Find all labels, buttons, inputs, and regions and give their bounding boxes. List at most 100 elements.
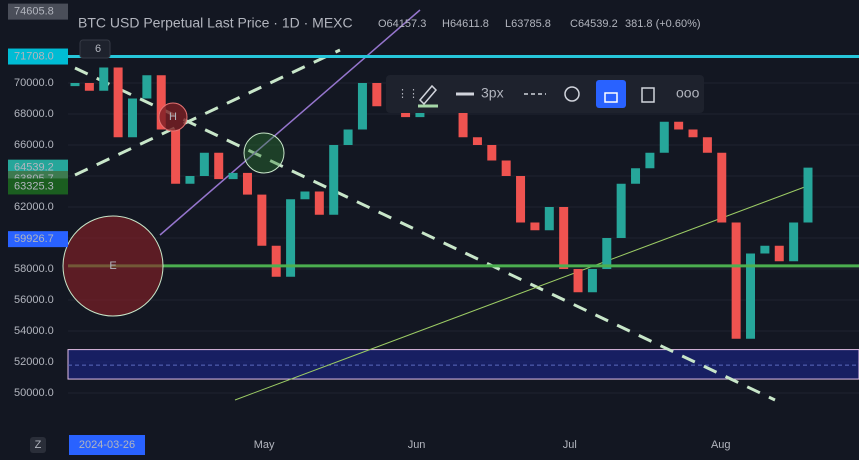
y-tick-label: 58000.0 bbox=[14, 263, 54, 275]
candle bbox=[544, 207, 554, 231]
zone bbox=[67, 349, 859, 380]
candle bbox=[587, 269, 597, 293]
tz-button[interactable] bbox=[30, 437, 46, 453]
candle bbox=[228, 172, 238, 180]
candle bbox=[760, 245, 770, 254]
candle bbox=[746, 253, 756, 339]
lock-button[interactable] bbox=[596, 80, 626, 108]
x-tick-label: Jul bbox=[563, 439, 577, 451]
price-label-bg bbox=[8, 231, 68, 248]
candle bbox=[314, 191, 324, 215]
marker-label: H bbox=[169, 111, 177, 123]
price-label: 71708.0 bbox=[14, 50, 54, 62]
candle bbox=[84, 83, 94, 91]
marker bbox=[243, 132, 285, 174]
candle bbox=[702, 137, 712, 153]
candle bbox=[602, 238, 612, 270]
candle bbox=[171, 129, 181, 184]
trash-icon[interactable] bbox=[641, 87, 655, 103]
candle bbox=[257, 194, 267, 246]
candle bbox=[645, 152, 655, 169]
ohlc-low: L63785.8 bbox=[505, 18, 551, 30]
candle bbox=[372, 83, 382, 107]
candle bbox=[458, 90, 468, 138]
y-tick-label: 54000.0 bbox=[14, 325, 54, 337]
drawing-toolbar: ⋮⋮ 3px ooo bbox=[386, 75, 704, 113]
candle bbox=[616, 183, 626, 239]
lock-icon bbox=[604, 92, 618, 103]
indicator-badge[interactable] bbox=[79, 39, 111, 59]
candle bbox=[501, 160, 511, 177]
candle bbox=[70, 83, 80, 87]
price-label: 74605.8 bbox=[14, 6, 54, 18]
candle bbox=[242, 172, 252, 195]
candle bbox=[185, 176, 195, 184]
y-tick-label: 52000.0 bbox=[14, 356, 54, 368]
channel-line bbox=[159, 9, 421, 236]
ohlc-close: C64539.2 bbox=[570, 18, 618, 30]
candle bbox=[530, 222, 540, 231]
candle bbox=[329, 145, 339, 215]
price-label: 63325.3 bbox=[14, 180, 54, 192]
candle bbox=[286, 199, 296, 277]
candle bbox=[674, 121, 684, 130]
settings-icon[interactable] bbox=[564, 86, 580, 102]
candle bbox=[357, 83, 367, 130]
more-icon[interactable]: ooo bbox=[676, 85, 700, 101]
candle bbox=[127, 98, 137, 138]
marker bbox=[158, 102, 188, 132]
price-label-bg bbox=[8, 178, 68, 195]
candle bbox=[631, 168, 641, 184]
price-label: 59926.7 bbox=[14, 233, 54, 245]
ohlc-change: 381.8 (+0.60%) bbox=[625, 18, 701, 30]
marker-label: E bbox=[109, 260, 116, 272]
candle bbox=[99, 67, 109, 91]
candle bbox=[271, 245, 281, 277]
plot: HE bbox=[62, 9, 859, 402]
pencil-icon[interactable] bbox=[418, 84, 438, 106]
candle bbox=[199, 152, 209, 177]
y-tick-label: 56000.0 bbox=[14, 294, 54, 306]
candle bbox=[516, 176, 526, 223]
y-tick-label: 70000.0 bbox=[14, 77, 54, 89]
candle bbox=[659, 121, 669, 153]
marker bbox=[62, 215, 164, 317]
candle bbox=[789, 222, 799, 262]
y-tick-label: 66000.0 bbox=[14, 139, 54, 151]
fan-line bbox=[234, 184, 811, 401]
candle bbox=[717, 152, 727, 223]
candle bbox=[343, 129, 353, 146]
candle bbox=[214, 152, 224, 180]
line-width[interactable]: 3px bbox=[481, 85, 504, 101]
drag-handle[interactable]: ⋮⋮ bbox=[397, 88, 419, 100]
candle bbox=[559, 207, 569, 270]
candle bbox=[472, 137, 482, 146]
candle bbox=[803, 167, 813, 223]
candle bbox=[573, 269, 583, 293]
candle bbox=[774, 245, 784, 262]
indicator-count: 6 bbox=[95, 43, 101, 55]
y-tick-label: 50000.0 bbox=[14, 387, 54, 399]
x-tick-label: May bbox=[254, 439, 275, 451]
y-tick-label: 62000.0 bbox=[14, 201, 54, 213]
candle bbox=[688, 129, 698, 138]
price-label-bg bbox=[8, 3, 68, 20]
trend-line bbox=[74, 48, 341, 177]
candle bbox=[487, 145, 497, 161]
candle bbox=[142, 75, 152, 99]
price-label-bg bbox=[8, 48, 68, 65]
ohlc-high: H64611.8 bbox=[442, 18, 489, 30]
ohlc-open: O64157.3 bbox=[378, 18, 426, 30]
price-label: 64539.2 bbox=[14, 162, 54, 174]
tz-label: Z bbox=[35, 439, 42, 451]
candle bbox=[113, 67, 123, 138]
x-tick-label: Aug bbox=[711, 439, 731, 451]
x-tick-label: Jun bbox=[408, 439, 426, 451]
candle bbox=[156, 75, 166, 130]
chart-title: BTC USD Perpetual Last Price · 1D · MEXC bbox=[78, 15, 353, 31]
trend-line bbox=[74, 66, 776, 402]
x-tick-label: 2024-03-26 bbox=[79, 439, 135, 451]
candle bbox=[300, 191, 310, 200]
